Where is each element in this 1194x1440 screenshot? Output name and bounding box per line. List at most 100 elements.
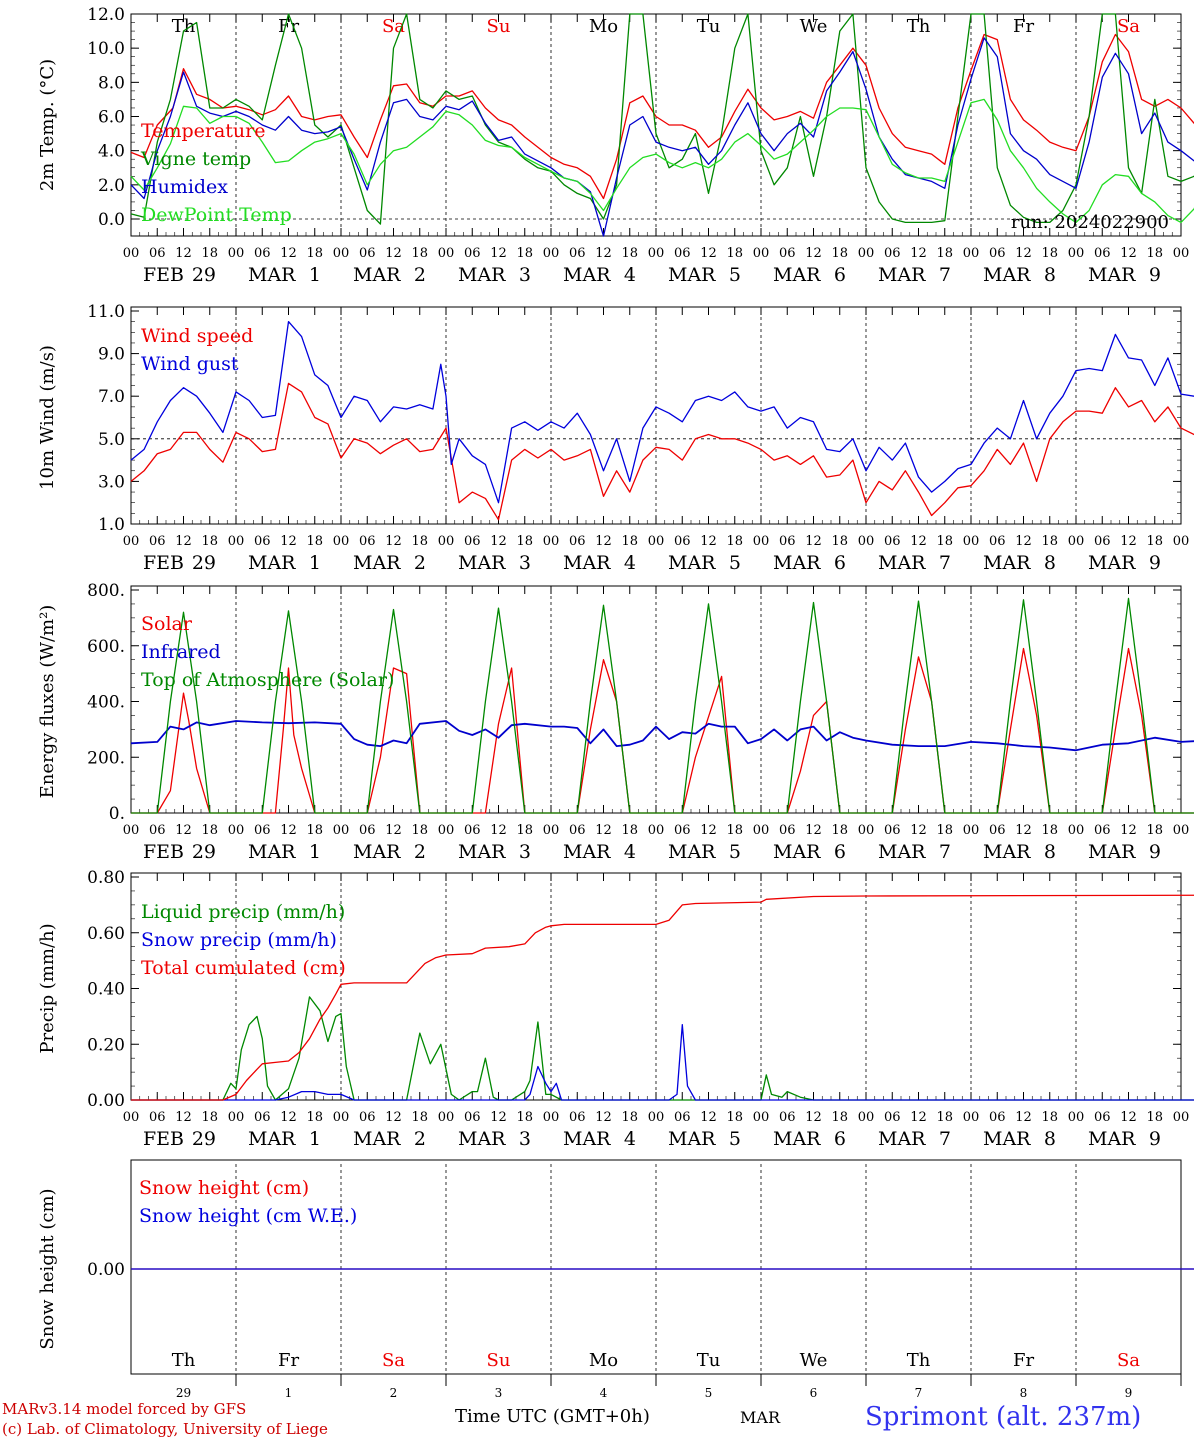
day-number-label: 6 — [810, 1386, 818, 1400]
day-number-label: 8 — [1020, 1386, 1028, 1400]
weekday-label: Mo — [589, 16, 618, 37]
hour-tick-label: 06 — [674, 823, 691, 838]
legend-entry: Solar — [141, 613, 193, 635]
hour-tick-label: 18 — [621, 823, 638, 838]
date-label: MAR — [878, 264, 926, 286]
hour-tick-label: 18 — [936, 1110, 953, 1125]
hour-tick-label: 06 — [569, 1110, 586, 1125]
date-label: MAR — [353, 1128, 401, 1150]
legend-entry: Total cumulated (cm) — [141, 957, 346, 979]
hour-tick-label: 00 — [753, 534, 770, 549]
y-tick-label: 800. — [87, 581, 125, 601]
y-axis-label: 10m Wind (m/s) — [37, 345, 58, 490]
legend-entry: Humidex — [141, 176, 228, 198]
date-label: 5 — [729, 264, 741, 286]
legend-entry: Wind gust — [141, 353, 239, 375]
hour-tick-label: 12 — [385, 823, 402, 838]
date-label: 7 — [939, 264, 951, 286]
y-tick-label: 4.0 — [98, 142, 125, 162]
hour-tick-label: 18 — [201, 823, 218, 838]
date-label: MAR — [1088, 264, 1136, 286]
hour-tick-label: 00 — [963, 246, 980, 261]
date-label: 29 — [192, 552, 216, 574]
date-label: 2 — [414, 1128, 426, 1150]
hour-tick-label: 00 — [1068, 1110, 1085, 1125]
hour-tick-label: 12 — [595, 823, 612, 838]
hour-tick-label: 18 — [726, 823, 743, 838]
hour-tick-label: 18 — [831, 823, 848, 838]
date-label: MAR — [983, 1128, 1031, 1150]
y-tick-label: 9.0 — [98, 345, 125, 365]
hour-tick-label: 18 — [306, 534, 323, 549]
hour-tick-label: 06 — [359, 534, 376, 549]
hour-tick-label: 12 — [910, 534, 927, 549]
hour-tick-label: 18 — [411, 823, 428, 838]
hour-tick-label: 12 — [280, 534, 297, 549]
y-tick-label: 0.20 — [87, 1035, 125, 1055]
date-label: MAR — [878, 1128, 926, 1150]
hour-tick-label: 06 — [989, 534, 1006, 549]
hour-tick-label: 00 — [228, 823, 245, 838]
hour-tick-label: 00 — [438, 534, 455, 549]
date-label: MAR — [353, 264, 401, 286]
hour-tick-label: 18 — [936, 823, 953, 838]
date-label: MAR — [773, 1128, 821, 1150]
hour-tick-label: 00 — [753, 823, 770, 838]
weekday-label: Th — [172, 16, 196, 37]
hour-tick-label: 06 — [359, 823, 376, 838]
hour-tick-label: 18 — [516, 823, 533, 838]
weekday-label: Sa — [1117, 16, 1140, 37]
hour-tick-label: 18 — [201, 1110, 218, 1125]
date-label: 9 — [1149, 841, 1161, 863]
date-label: FEB — [143, 1128, 184, 1150]
hour-tick-label: 06 — [674, 1110, 691, 1125]
hour-tick-label: 18 — [411, 1110, 428, 1125]
hour-tick-label: 06 — [884, 1110, 901, 1125]
weekday-label: Su — [487, 16, 511, 37]
hour-tick-label: 12 — [280, 1110, 297, 1125]
hour-tick-label: 00 — [753, 246, 770, 261]
date-label: 7 — [939, 841, 951, 863]
date-label: MAR — [1088, 552, 1136, 574]
weekday-label: Th — [907, 16, 931, 37]
hour-tick-label: 18 — [411, 534, 428, 549]
hour-tick-label: 00 — [858, 246, 875, 261]
date-label: 2 — [414, 264, 426, 286]
hour-tick-label: 00 — [1173, 534, 1190, 549]
date-label: 29 — [192, 841, 216, 863]
hour-tick-label: 00 — [753, 1110, 770, 1125]
lab-credit: (c) Lab. of Climatology, University of L… — [2, 1420, 328, 1438]
y-tick-label: 0.00 — [87, 1091, 125, 1111]
day-number-label: 2 — [390, 1386, 398, 1400]
date-label: MAR — [668, 1128, 716, 1150]
hour-tick-label: 00 — [1068, 246, 1085, 261]
day-number-label: 9 — [1125, 1386, 1133, 1400]
hour-tick-label: 06 — [1094, 246, 1111, 261]
hour-tick-label: 18 — [621, 534, 638, 549]
hour-tick-label: 06 — [149, 823, 166, 838]
date-label: 1 — [309, 552, 321, 574]
hour-tick-label: 00 — [1173, 823, 1190, 838]
hour-tick-label: 06 — [674, 246, 691, 261]
hour-tick-label: 00 — [648, 1110, 665, 1125]
date-label: 4 — [624, 552, 636, 574]
hour-tick-label: 06 — [464, 823, 481, 838]
hour-tick-label: 18 — [1146, 246, 1163, 261]
hour-tick-label: 12 — [175, 823, 192, 838]
hour-tick-label: 06 — [569, 534, 586, 549]
date-label: 6 — [834, 841, 846, 863]
hour-tick-label: 00 — [1068, 534, 1085, 549]
hour-tick-label: 00 — [228, 1110, 245, 1125]
hour-tick-label: 06 — [989, 246, 1006, 261]
hour-tick-label: 06 — [254, 823, 271, 838]
date-label: 3 — [519, 1128, 531, 1150]
weekday-label: Fr — [1013, 1350, 1034, 1371]
hour-tick-label: 06 — [779, 534, 796, 549]
hour-tick-label: 12 — [490, 534, 507, 549]
hour-tick-label: 00 — [963, 534, 980, 549]
hour-tick-label: 00 — [438, 823, 455, 838]
date-label: 8 — [1044, 264, 1056, 286]
date-label: 4 — [624, 264, 636, 286]
hour-tick-label: 12 — [1120, 823, 1137, 838]
date-label: 5 — [729, 841, 741, 863]
